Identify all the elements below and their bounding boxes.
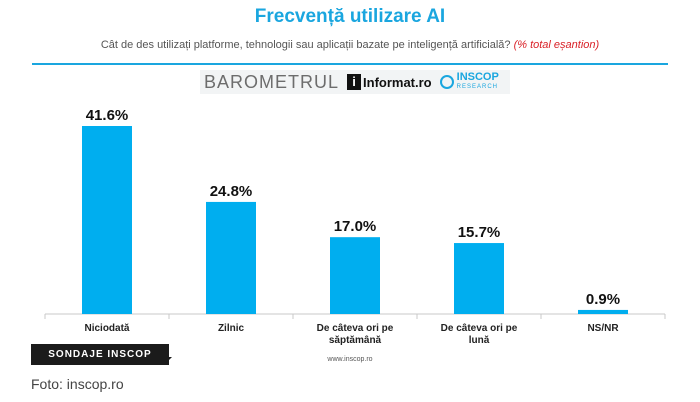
subtitle-note: (% total eșantion) (513, 39, 600, 51)
inscop-sub: RESEARCH (456, 84, 498, 90)
category-label-3: De câteva ori pe lună (441, 323, 518, 346)
bar-value-label-3: 15.7% (458, 224, 501, 241)
bar-value-label-0: 41.6% (86, 107, 129, 124)
barometrul-logo: BAROMETRUL (204, 71, 340, 92)
inscop-logo-text: INSCOP RESEARCH (457, 72, 499, 92)
bar-0 (82, 126, 132, 314)
bar-3 (454, 243, 504, 314)
subtitle-text: Cât de des utilizați platforme, tehnolog… (100, 39, 511, 51)
bar-1 (206, 201, 256, 314)
category-label-4: NS/NR (587, 323, 619, 334)
category-label-2: De câteva ori pe săptămână (317, 323, 394, 346)
bar-4 (578, 309, 628, 314)
inscop-name: INSCOP (456, 71, 499, 83)
chart-subtitle: Cât de des utilizați platforme, tehnolog… (0, 39, 700, 51)
sponsor-logo-bar: BAROMETRUL i Informat.ro INSCOP RESEARCH (200, 70, 510, 94)
bar-value-label-2: 17.0% (334, 218, 377, 235)
badge-corner (164, 357, 172, 365)
category-label-1: Zilnic (218, 323, 245, 334)
informat-mark-icon: i (347, 74, 362, 90)
informat-logo: i Informat.ro (347, 74, 432, 90)
bar-value-label-1: 24.8% (210, 183, 253, 200)
chart-title: Frecvență utilizare AI (254, 6, 446, 27)
inscop-logo: INSCOP RESEARCH (439, 72, 499, 92)
title-divider (32, 63, 668, 65)
inscop-circle-icon (439, 75, 454, 89)
website-label: www.inscop.ro (327, 356, 373, 363)
photo-credit: Foto: inscop.ro (31, 376, 124, 392)
category-label-0: Niciodată (84, 323, 129, 334)
informat-logo-text: Informat.ro (363, 74, 432, 90)
bar-value-label-4: 0.9% (586, 291, 620, 308)
sondaje-badge: SONDAJE INSCOP (31, 344, 169, 365)
bar-2 (330, 237, 380, 314)
